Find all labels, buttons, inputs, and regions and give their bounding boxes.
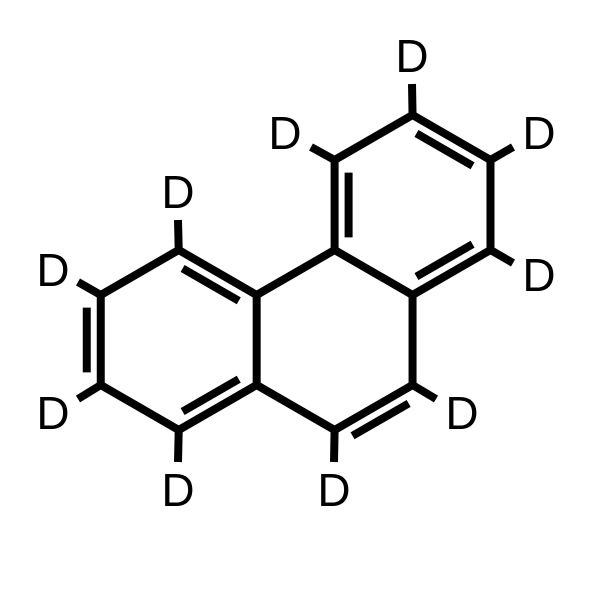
bond xyxy=(334,430,335,462)
deuterium-label: D xyxy=(445,387,478,439)
bond xyxy=(183,379,239,411)
bond xyxy=(412,84,413,115)
deuterium-label: D xyxy=(317,464,350,516)
deuterium-label: D xyxy=(36,387,69,439)
deuterium-label: D xyxy=(268,107,301,159)
bonds-layer xyxy=(87,115,491,436)
deuterium-label: D xyxy=(522,107,555,159)
bond xyxy=(257,385,335,430)
bond xyxy=(335,115,413,160)
bond xyxy=(413,385,436,399)
bond xyxy=(416,244,472,276)
bond xyxy=(178,220,179,250)
bond xyxy=(183,268,239,300)
bond xyxy=(78,282,101,295)
bond xyxy=(101,250,179,295)
bond xyxy=(335,250,413,295)
deuterium-label: D xyxy=(522,249,555,301)
bond xyxy=(416,133,472,165)
bond xyxy=(78,385,101,399)
deuterium-label: D xyxy=(36,244,69,296)
bond xyxy=(490,250,513,263)
deuterium-label: D xyxy=(395,30,428,82)
bond xyxy=(353,403,409,435)
molecule-diagram: D D D D D D D D D D xyxy=(0,0,600,600)
deuterium-label: D xyxy=(161,464,194,516)
bond xyxy=(311,147,335,160)
bond xyxy=(257,250,335,295)
deuterium-label: D xyxy=(161,166,194,218)
bond xyxy=(178,430,179,462)
bond xyxy=(101,385,179,430)
bond xyxy=(490,147,513,160)
